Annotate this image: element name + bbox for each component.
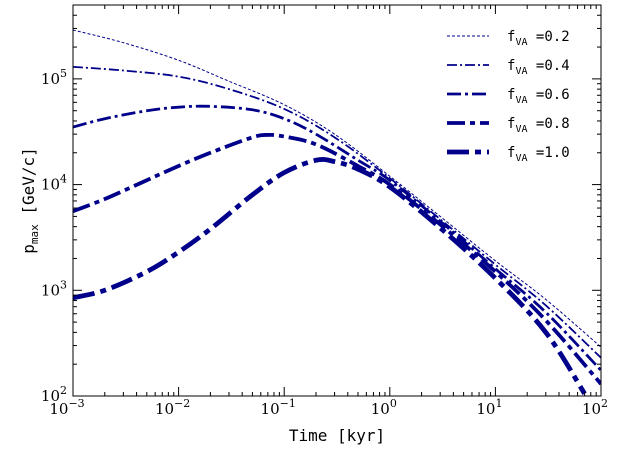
y-tick-label: 103 [41,278,67,299]
series-line-5 [73,157,587,396]
x-tick-label: 101 [476,397,502,418]
x-axis-label: Time [kyr] [289,426,385,445]
legend-label-3: fVA =0.6 [507,87,570,106]
y-axis-label-var: p [19,244,38,254]
series-line-4 [73,132,601,386]
series-layer [73,29,601,396]
series-line-1 [73,29,601,348]
y-axis-label: pmax [GeV/c] [19,147,41,254]
x-tick-label: 10−2 [155,397,190,418]
y-axis-label-sub: max [28,224,41,244]
legend-label-2: fVA =0.4 [507,58,570,77]
tick-labels-layer: 10−3 10−2 10−1 100 101 102 102 103 104 105 [41,67,608,418]
legend-label-5: fVA =1.0 [507,145,570,164]
legend: fVA =0.2 fVA =0.4 fVA =0.6 fVA =0.8 fVA =1.0 [447,29,570,164]
series-line-3 [73,104,601,372]
y-tick-label: 104 [41,173,67,194]
y-tick-label: 105 [41,67,67,88]
plot-frame [72,4,602,397]
x-tick-label: 100 [371,397,397,418]
ticks-layer [72,4,602,397]
x-tick-label: 102 [582,397,608,418]
y-axis-label-unit: [GeV/c] [19,147,38,224]
legend-label-4: fVA =0.8 [507,116,570,135]
legend-label-1: fVA =0.2 [507,29,570,48]
x-tick-label: 10−1 [261,397,296,418]
series-line-2 [73,65,601,359]
x-tick-label: 10−3 [49,397,84,418]
y-tick-label: 102 [41,384,67,405]
